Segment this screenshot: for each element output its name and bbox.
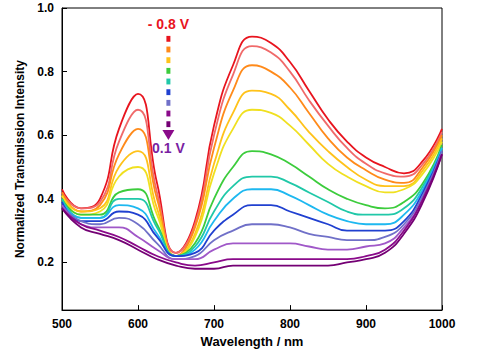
svg-text:0.8: 0.8	[37, 65, 54, 79]
svg-text:0.6: 0.6	[37, 128, 54, 142]
svg-text:1000: 1000	[429, 317, 456, 331]
svg-text:0.4: 0.4	[37, 192, 54, 206]
svg-text:- 0.8 V: - 0.8 V	[148, 16, 190, 32]
svg-text:Normalized Transmission Intens: Normalized Transmission Intensity	[13, 60, 27, 258]
svg-text:1.0: 1.0	[37, 1, 54, 15]
svg-text:700: 700	[204, 317, 224, 331]
svg-text:Wavelength / nm: Wavelength / nm	[201, 334, 304, 349]
svg-text:900: 900	[356, 317, 376, 331]
svg-text:0.2: 0.2	[37, 255, 54, 269]
svg-text:0.1 V: 0.1 V	[152, 140, 185, 156]
svg-text:500: 500	[52, 317, 72, 331]
svg-text:800: 800	[280, 317, 300, 331]
svg-text:600: 600	[128, 317, 148, 331]
